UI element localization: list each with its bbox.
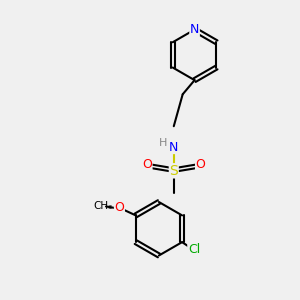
Text: O: O: [115, 202, 124, 214]
Text: N: N: [169, 140, 178, 154]
Text: S: S: [169, 164, 178, 178]
Text: N: N: [190, 23, 199, 36]
Text: CH₃: CH₃: [93, 202, 113, 212]
Text: H: H: [159, 138, 168, 148]
Text: O: O: [142, 158, 152, 171]
Text: Cl: Cl: [188, 243, 200, 256]
Text: O: O: [196, 158, 206, 171]
